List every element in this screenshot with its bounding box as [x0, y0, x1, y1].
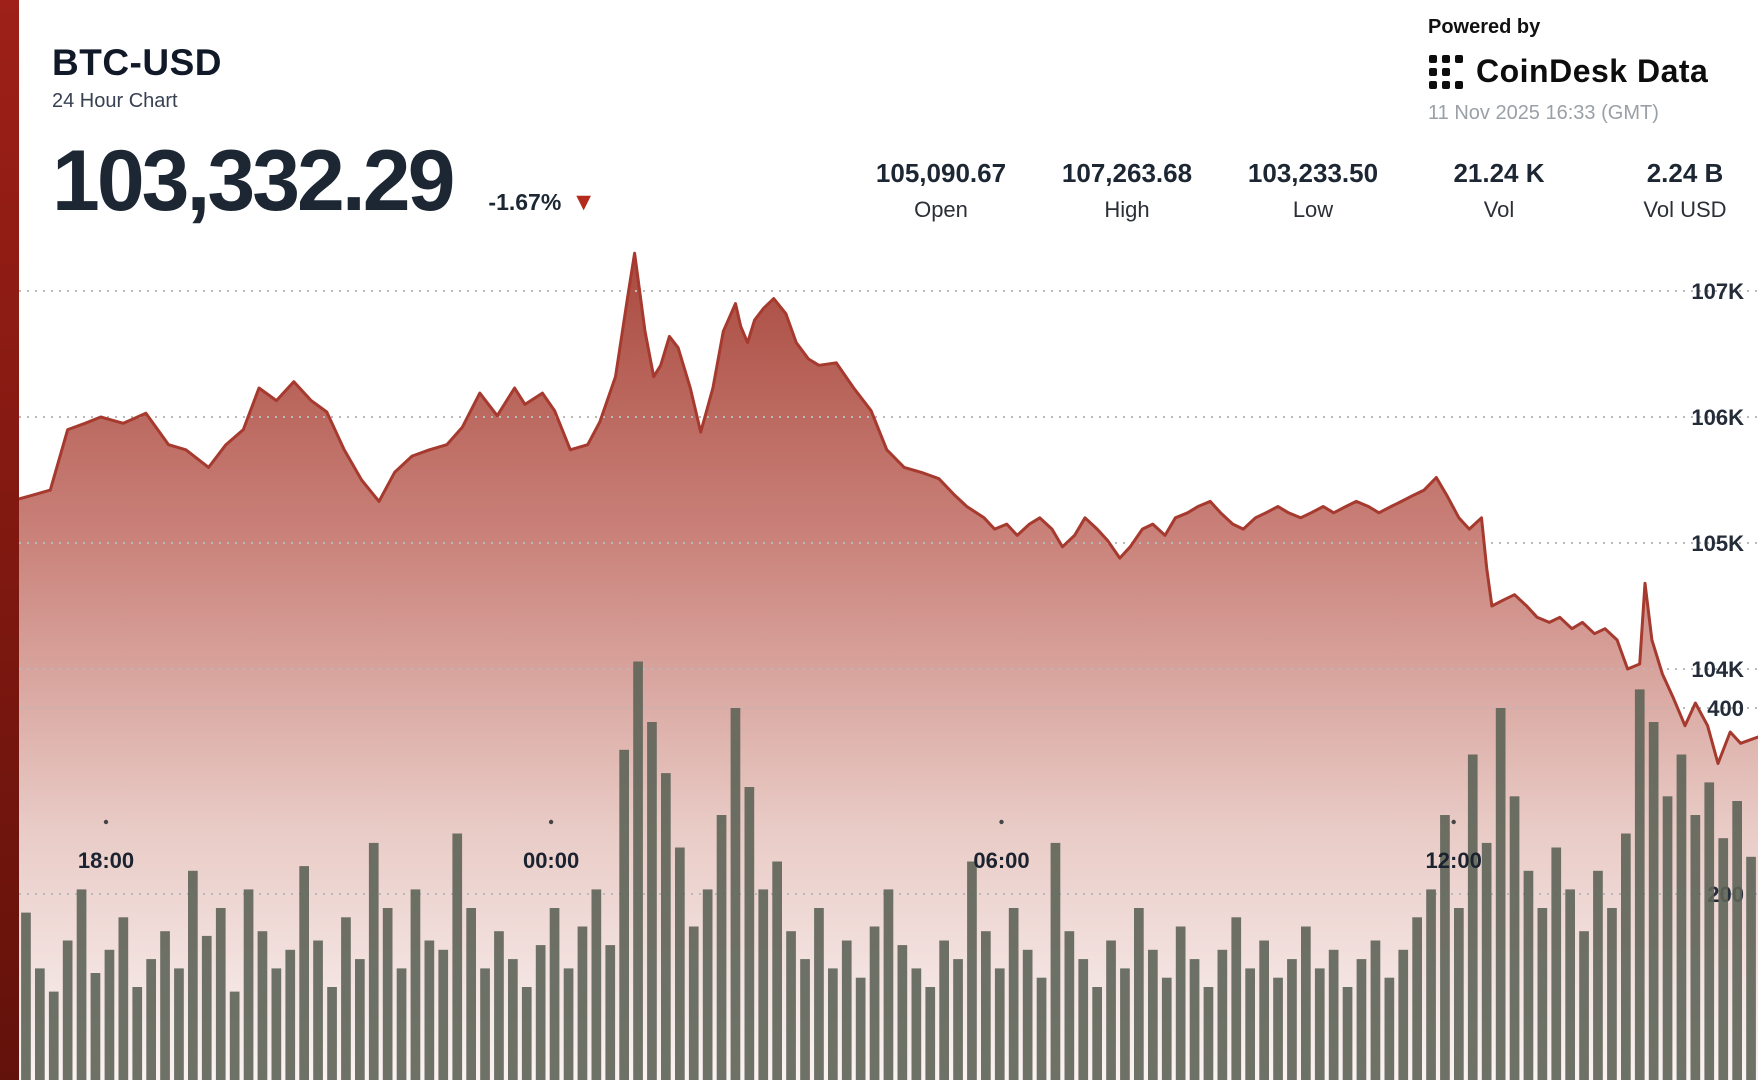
stat-label: High [1104, 197, 1150, 222]
stat-high: 107,263.68 High [1034, 158, 1220, 223]
price-row: 103,332.29 -1.67% ▼ [52, 138, 596, 224]
x-axis-label: 06:00 [973, 848, 1029, 873]
stat-value: 2.24 B [1646, 158, 1724, 188]
symbol-title: BTC-USD [52, 42, 222, 83]
stat-label: Vol USD [1643, 197, 1727, 222]
price-axis-label: 106K [1691, 405, 1744, 430]
chart-subtitle: 24 Hour Chart [52, 90, 178, 112]
powered-by-label: Powered by [1428, 16, 1541, 38]
x-axis-label: 18:00 [78, 848, 134, 873]
coindesk-logo: CoinDesk Data [1428, 53, 1708, 90]
chart-header: BTC-USD 24 Hour Chart [52, 42, 222, 113]
y-axis-price-labels: 107K 106K 105K 104K [1691, 279, 1744, 682]
ohlc-stats: 105,090.67 Open 107,263.68 High 103,233.… [848, 158, 1758, 223]
stat-value: 21.24 K [1453, 158, 1545, 188]
stat-value: 103,233.50 [1247, 158, 1379, 188]
stat-label: Open [914, 197, 968, 222]
x-axis-labels: 18:00 00:00 06:00 12:00 [78, 819, 1482, 873]
coindesk-logo-icon [1429, 54, 1463, 89]
price-axis-label: 105K [1691, 531, 1744, 556]
stat-vol: 21.24 K Vol [1406, 158, 1592, 223]
volume-bars [21, 661, 1756, 1080]
stat-label: Vol [1483, 197, 1515, 222]
down-triangle-icon: ▼ [571, 188, 597, 216]
stat-label: Low [1292, 197, 1334, 222]
price-change: -1.67% ▼ [488, 189, 596, 216]
price-axis-label: 107K [1691, 279, 1744, 304]
stat-vol-usd: 2.24 B Vol USD [1592, 158, 1758, 223]
coindesk-logo-text: CoinDesk Data [1476, 53, 1709, 89]
stat-low: 103,233.50 Low [1220, 158, 1406, 223]
price-axis-label: 104K [1691, 657, 1744, 682]
chart-timestamp: 11 Nov 2025 16:33 (GMT) [1428, 102, 1659, 124]
stat-value: 107,263.68 [1061, 158, 1193, 188]
price-change-percent: -1.67% [488, 189, 562, 215]
left-accent-strip [0, 0, 19, 1080]
x-axis-tick-dot [103, 819, 109, 825]
x-axis-tick-dot [1451, 819, 1456, 825]
x-axis-label: 00:00 [523, 848, 579, 873]
price-line [17, 251, 1758, 765]
volume-axis-label: 400 [1707, 696, 1744, 721]
x-axis-label: 12:00 [1426, 848, 1482, 873]
current-price: 103,332.29 [52, 133, 455, 229]
stat-value: 105,090.67 [875, 158, 1007, 188]
x-axis-tick-dot [999, 819, 1004, 825]
branding-block: Powered by CoinDesk Data 11 Nov 2025 16:… [1428, 16, 1708, 125]
stat-open: 105,090.67 Open [848, 158, 1034, 223]
x-axis-tick-dot [548, 819, 554, 825]
